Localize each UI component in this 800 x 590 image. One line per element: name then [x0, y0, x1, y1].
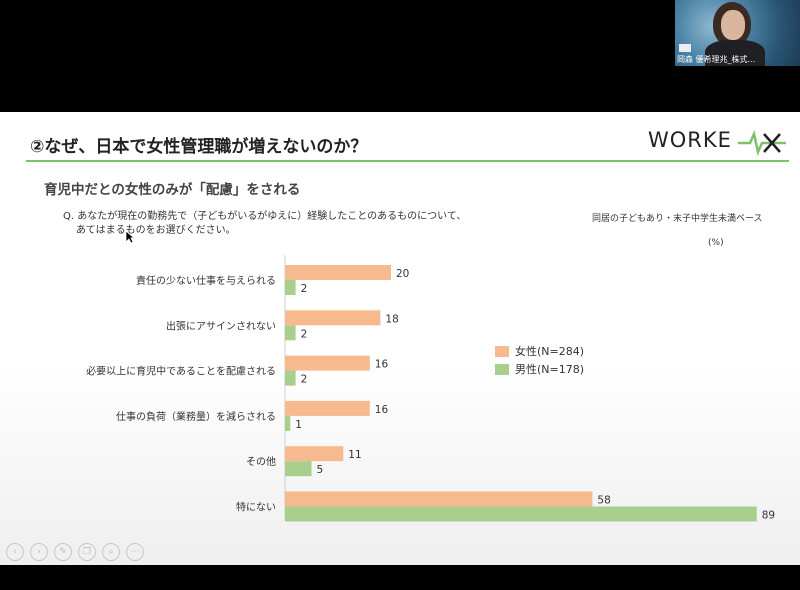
category-label: 出張にアサインされない	[166, 319, 276, 332]
category-label: 特にない	[236, 502, 276, 514]
legend-label-male: 男性(N=178)	[515, 363, 585, 376]
chart-legend: 女性(N=284) 男性(N=178)	[495, 342, 584, 378]
value-label-female: 20	[396, 268, 409, 280]
base-note: 同居の子どもあり・末子中学生未満ベース	[592, 214, 763, 224]
value-label-male: 2	[301, 374, 308, 386]
bar-female	[285, 355, 370, 371]
legend-swatch-male	[495, 363, 509, 375]
category-label: 仕事の負荷（業務量）を減らされる	[116, 410, 276, 423]
bar-male	[285, 325, 296, 341]
bottom-bar	[0, 565, 800, 590]
logo-text: WORKE	[648, 128, 732, 152]
mouse-cursor-icon	[125, 230, 135, 244]
legend-item-female: 女性(N=284)	[495, 342, 584, 360]
bar-male	[285, 461, 312, 477]
category-label: 責任の少ない仕事を与えられる	[136, 274, 276, 287]
legend-label-female: 女性(N=284)	[515, 345, 585, 358]
participant-name: 岡森 優希理兆_株式...	[677, 55, 756, 64]
top-bar	[0, 0, 800, 112]
question-line-2: あてはまるものをお選びください。	[76, 225, 236, 236]
pen-icon[interactable]: ✎	[54, 543, 72, 561]
bar-chart: 責任の少ない仕事を与えられる 20 2 出張にアサインされない 18 2 必要以上に育児中で…	[86, 255, 775, 522]
bar-female	[285, 400, 370, 416]
bar-female	[285, 491, 593, 507]
category-label: その他	[246, 455, 276, 468]
slide-title: ②なぜ、日本で女性管理職が増えないのか？	[30, 137, 368, 157]
value-label-male: 1	[295, 419, 302, 431]
bar-male	[285, 415, 291, 431]
question-line-1: Q. あなたが現在の勤務先で（子どもがいるがゆえに）経験したことのあるものについ…	[63, 211, 467, 222]
value-label-male: 89	[762, 510, 775, 522]
prev-icon[interactable]: ‹	[6, 543, 24, 561]
more-icon[interactable]: ⋯	[126, 543, 144, 561]
participant-body	[705, 40, 765, 66]
bar-female	[285, 265, 391, 280]
next-icon[interactable]: ›	[30, 543, 48, 561]
value-label-female: 11	[348, 449, 361, 461]
slide-subtitle: 育児中だとの女性のみが「配慮」をされる	[44, 182, 301, 198]
value-label-female: 16	[375, 359, 389, 371]
participant-face	[721, 10, 745, 40]
value-label-female: 58	[597, 495, 610, 507]
zoom-icon[interactable]: ⌕	[102, 543, 120, 561]
slide-controls: ‹ › ✎ ❐ ⌕ ⋯	[6, 543, 144, 561]
bar-male	[285, 506, 757, 522]
value-label-male: 2	[301, 283, 308, 295]
category-label: 必要以上に育児中であることを配慮される	[86, 365, 276, 378]
value-label-female: 16	[375, 404, 389, 416]
logo-mark-icon	[738, 130, 786, 156]
value-label-male: 5	[317, 464, 324, 476]
title-underline	[26, 160, 789, 162]
bar-male	[285, 280, 296, 295]
legend-swatch-female	[495, 345, 509, 357]
worke-logo: WORKE	[648, 128, 786, 158]
unit-note: (%)	[708, 238, 724, 248]
bar-female	[285, 446, 344, 462]
value-label-female: 18	[385, 313, 398, 325]
presentation-slide: ②なぜ、日本で女性管理職が増えないのか？ WORKE 育児中だとの女性のみが「配…	[0, 112, 800, 565]
chart-marks: 責任の少ない仕事を与えられる 20 2 出張にアサインされない 18 2 必要以上に育児中で…	[86, 265, 775, 522]
bar-female	[285, 310, 381, 326]
legend-item-male: 男性(N=178)	[495, 360, 584, 378]
bar-male	[285, 370, 296, 386]
survey-question: Q. あなたが現在の勤務先で（子どもがいるがゆえに）経験したことのあるものについ…	[63, 210, 563, 238]
value-label-male: 2	[301, 328, 308, 340]
participant-video-tile[interactable]: 岡森 優希理兆_株式...	[675, 0, 800, 66]
participant-badge	[679, 44, 691, 52]
copy-icon[interactable]: ❐	[78, 543, 96, 561]
